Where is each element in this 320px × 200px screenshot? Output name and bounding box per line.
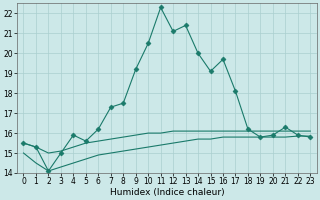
X-axis label: Humidex (Indice chaleur): Humidex (Indice chaleur) — [109, 188, 224, 197]
